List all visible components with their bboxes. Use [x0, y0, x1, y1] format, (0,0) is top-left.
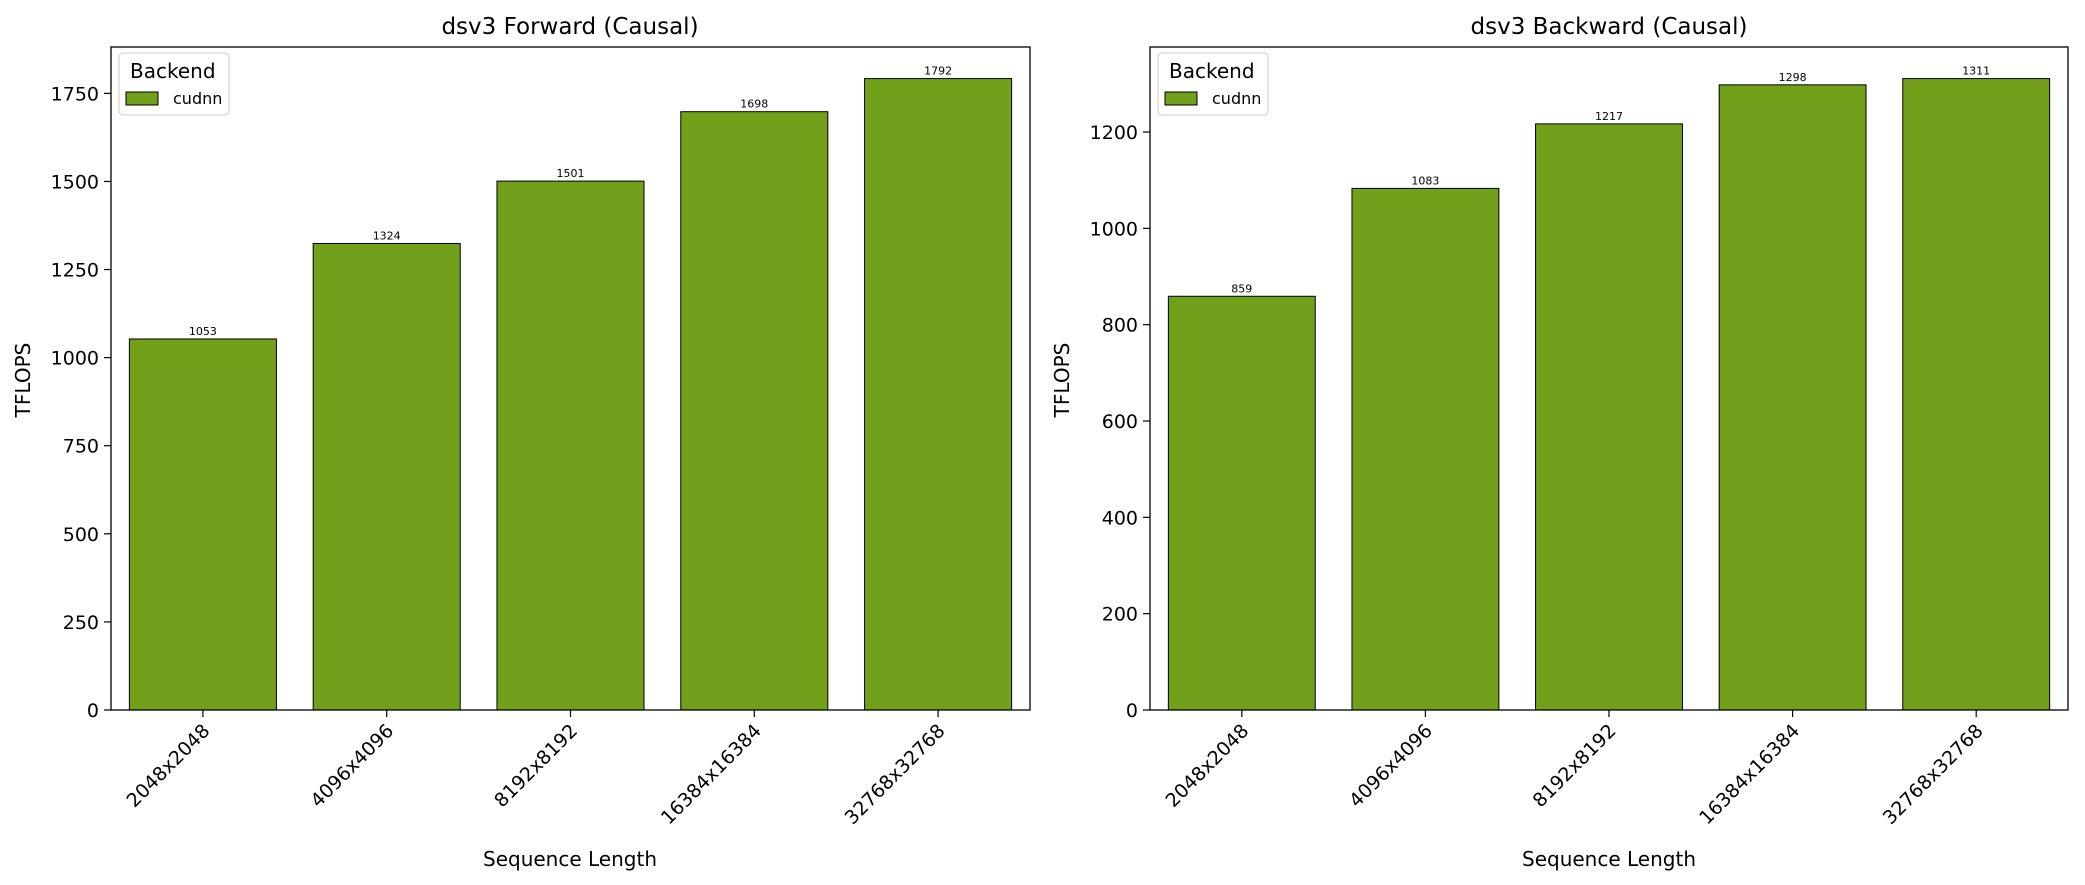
backward-y-tick-label: 200 [1102, 604, 1138, 626]
forward-chart-title: dsv3 Forward (Causal) [441, 14, 698, 40]
forward-bar-value-label: 1792 [924, 65, 952, 78]
backward-x-tick-label: 8192x8192 [1529, 720, 1621, 812]
backward-chart-title: dsv3 Backward (Causal) [1471, 14, 1748, 40]
backward-plot-frame [1149, 46, 2069, 711]
forward-bar-value-label: 1324 [373, 229, 401, 242]
backward-bar-value-label: 1311 [1962, 65, 1990, 78]
backward-bar-32768x32768 [1902, 78, 2051, 711]
forward-bar-labels: 1053 1324 1501 1698 1792 [189, 65, 952, 338]
backward-bar-value-label: 1298 [1779, 71, 1807, 84]
backward-x-tick-label: 32768x32768 [1879, 720, 1988, 829]
forward-legend-entry: cudnn [173, 89, 222, 108]
backward-bar-value-label: 859 [1231, 282, 1252, 295]
forward-y-axis-label: TFLOPS [11, 343, 35, 419]
backward-x-tick-label: 16384x16384 [1695, 720, 1804, 829]
backward-x-tick-label: 4096x4096 [1345, 720, 1437, 812]
forward-y-tick-label: 250 [63, 612, 99, 634]
forward-bar-value-label: 1053 [189, 325, 217, 338]
backward-legend-title: Backend [1169, 59, 1255, 83]
forward-x-tick-label: 16384x16384 [657, 720, 766, 829]
backward-legend-entry: cudnn [1212, 89, 1261, 108]
backward-y-tick-label: 1000 [1090, 218, 1138, 240]
backward-legend-swatch [1164, 91, 1198, 106]
backward-y-ticks: 0 200 400 600 800 1000 1200 [1090, 122, 1150, 722]
backward-x-ticks: 2048x2048 4096x4096 8192x8192 16384x16384 32… [1161, 710, 1988, 829]
backward-y-tick-label: 0 [1126, 700, 1138, 722]
backward-chart-panel: dsv3 Backward (Causal) Sequence Length T… [1050, 14, 2069, 871]
forward-x-tick-label: 32768x32768 [841, 720, 950, 829]
forward-plot-frame [110, 46, 1031, 711]
backward-bar-value-label: 1217 [1595, 110, 1623, 123]
forward-x-ticks: 2048x2048 4096x4096 8192x8192 16384x16384 32… [123, 710, 950, 829]
forward-bar-value-label: 1501 [557, 167, 585, 180]
backward-bar-labels: 859 1083 1217 1298 1311 [1231, 65, 1990, 296]
forward-bar-4096x4096 [312, 242, 461, 711]
forward-x-axis-label: Sequence Length [483, 847, 657, 871]
backward-y-tick-label: 800 [1102, 315, 1138, 337]
backward-y-axis-label: TFLOPS [1050, 343, 1074, 419]
backward-bar-2048x2048 [1167, 295, 1316, 711]
forward-bar-8192x8192 [496, 180, 645, 711]
forward-x-tick-label: 2048x2048 [123, 720, 215, 812]
backward-y-tick-label: 400 [1102, 507, 1138, 529]
forward-y-tick-label: 1750 [51, 83, 99, 105]
forward-legend-swatch [125, 91, 159, 106]
forward-legend-title: Backend [130, 59, 216, 83]
forward-y-tick-label: 1000 [51, 348, 99, 370]
backward-bar-value-label: 1083 [1411, 174, 1439, 187]
backward-y-tick-label: 600 [1102, 411, 1138, 433]
forward-bar-16384x16384 [680, 111, 829, 711]
forward-y-tick-label: 0 [87, 700, 99, 722]
forward-y-tick-label: 1500 [51, 171, 99, 193]
forward-legend: Backend cudnn [118, 52, 230, 116]
forward-bar-2048x2048 [128, 338, 277, 711]
forward-bar-value-label: 1698 [740, 98, 768, 111]
forward-chart-panel: dsv3 Forward (Causal) Sequence Length TF… [11, 14, 1031, 871]
forward-y-tick-label: 750 [63, 436, 99, 458]
forward-x-tick-label: 4096x4096 [306, 720, 398, 812]
backward-bar-16384x16384 [1718, 84, 1867, 711]
forward-x-tick-label: 8192x8192 [490, 720, 582, 812]
forward-y-tick-label: 500 [63, 524, 99, 546]
forward-y-ticks: 0 250 500 750 1000 1250 1500 1750 [51, 83, 111, 722]
backward-bar-4096x4096 [1351, 187, 1500, 711]
forward-bar-32768x32768 [864, 78, 1013, 711]
backward-x-tick-label: 2048x2048 [1161, 720, 1253, 812]
backward-legend: Backend cudnn [1157, 52, 1269, 116]
backward-x-axis-label: Sequence Length [1522, 847, 1696, 871]
forward-y-tick-label: 1250 [51, 260, 99, 282]
backward-bar-8192x8192 [1535, 123, 1683, 711]
backward-bars [1167, 78, 2051, 711]
forward-bars [128, 78, 1013, 711]
backward-y-tick-label: 1200 [1090, 122, 1138, 144]
